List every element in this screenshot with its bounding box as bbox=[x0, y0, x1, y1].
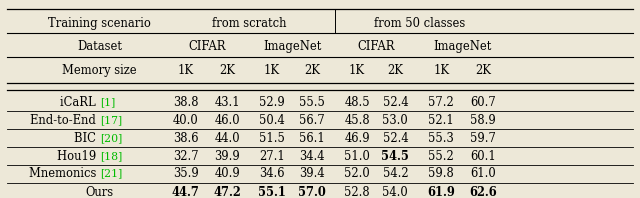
Text: End-to-End: End-to-End bbox=[30, 114, 100, 127]
Text: BIC: BIC bbox=[74, 132, 100, 145]
Text: 53.0: 53.0 bbox=[383, 114, 408, 127]
Text: 34.4: 34.4 bbox=[300, 150, 325, 163]
Text: 57.0: 57.0 bbox=[298, 186, 326, 198]
Text: iCaRL: iCaRL bbox=[60, 95, 100, 109]
Text: CIFAR: CIFAR bbox=[188, 40, 225, 53]
Text: 55.5: 55.5 bbox=[300, 95, 325, 109]
Text: 43.1: 43.1 bbox=[214, 95, 240, 109]
Text: Hou19: Hou19 bbox=[57, 150, 100, 163]
Text: Ours: Ours bbox=[86, 186, 114, 198]
Text: CIFAR: CIFAR bbox=[358, 40, 395, 53]
Text: [20]: [20] bbox=[100, 133, 122, 143]
Text: [17]: [17] bbox=[100, 115, 122, 125]
Text: 52.4: 52.4 bbox=[383, 132, 408, 145]
Text: 46.9: 46.9 bbox=[344, 132, 370, 145]
Text: 47.2: 47.2 bbox=[214, 186, 241, 198]
Text: Mnemonics: Mnemonics bbox=[29, 167, 100, 180]
Text: ImageNet: ImageNet bbox=[433, 40, 492, 53]
Text: from scratch: from scratch bbox=[212, 17, 286, 30]
Text: 48.5: 48.5 bbox=[344, 95, 370, 109]
Text: 52.8: 52.8 bbox=[344, 186, 370, 198]
Text: 45.8: 45.8 bbox=[344, 114, 370, 127]
Text: 56.7: 56.7 bbox=[300, 114, 325, 127]
Text: 61.0: 61.0 bbox=[470, 167, 496, 180]
Text: 52.4: 52.4 bbox=[383, 95, 408, 109]
Text: 55.1: 55.1 bbox=[258, 186, 286, 198]
Text: 1K: 1K bbox=[178, 64, 194, 77]
Text: 54.5: 54.5 bbox=[381, 150, 410, 163]
Text: 55.2: 55.2 bbox=[428, 150, 454, 163]
Text: 59.7: 59.7 bbox=[470, 132, 496, 145]
Text: 58.9: 58.9 bbox=[470, 114, 496, 127]
Text: Memory size: Memory size bbox=[62, 64, 137, 77]
Text: 56.1: 56.1 bbox=[300, 132, 325, 145]
Text: Training scenario: Training scenario bbox=[48, 17, 151, 30]
Text: 51.0: 51.0 bbox=[344, 150, 370, 163]
Text: 50.4: 50.4 bbox=[259, 114, 285, 127]
Text: 2K: 2K bbox=[387, 64, 403, 77]
Text: 1K: 1K bbox=[349, 64, 365, 77]
Text: [21]: [21] bbox=[100, 168, 122, 179]
Text: 51.5: 51.5 bbox=[259, 132, 285, 145]
Text: 61.9: 61.9 bbox=[428, 186, 455, 198]
Text: 46.0: 46.0 bbox=[214, 114, 240, 127]
Text: 57.2: 57.2 bbox=[428, 95, 454, 109]
Text: 52.1: 52.1 bbox=[428, 114, 454, 127]
Text: 27.1: 27.1 bbox=[259, 150, 285, 163]
Text: 32.7: 32.7 bbox=[173, 150, 198, 163]
Text: 40.0: 40.0 bbox=[173, 114, 199, 127]
Text: 40.9: 40.9 bbox=[214, 167, 240, 180]
Text: 60.7: 60.7 bbox=[470, 95, 496, 109]
Text: 2K: 2K bbox=[305, 64, 321, 77]
Text: from 50 classes: from 50 classes bbox=[374, 17, 465, 30]
Text: 52.9: 52.9 bbox=[259, 95, 285, 109]
Text: 1K: 1K bbox=[433, 64, 449, 77]
Text: 2K: 2K bbox=[475, 64, 491, 77]
Text: 62.6: 62.6 bbox=[469, 186, 497, 198]
Text: 35.9: 35.9 bbox=[173, 167, 199, 180]
Text: 38.8: 38.8 bbox=[173, 95, 198, 109]
Text: 39.4: 39.4 bbox=[300, 167, 325, 180]
Text: 1K: 1K bbox=[264, 64, 280, 77]
Text: 54.0: 54.0 bbox=[383, 186, 408, 198]
Text: 54.2: 54.2 bbox=[383, 167, 408, 180]
Text: 44.7: 44.7 bbox=[172, 186, 200, 198]
Text: 44.0: 44.0 bbox=[214, 132, 240, 145]
Text: 2K: 2K bbox=[220, 64, 236, 77]
Text: 55.3: 55.3 bbox=[428, 132, 454, 145]
Text: Dataset: Dataset bbox=[77, 40, 122, 53]
Text: 38.6: 38.6 bbox=[173, 132, 198, 145]
Text: ImageNet: ImageNet bbox=[263, 40, 321, 53]
Text: [1]: [1] bbox=[100, 97, 115, 107]
Text: 52.0: 52.0 bbox=[344, 167, 370, 180]
Text: 60.1: 60.1 bbox=[470, 150, 496, 163]
Text: [18]: [18] bbox=[100, 151, 122, 161]
Text: 39.9: 39.9 bbox=[214, 150, 240, 163]
Text: 59.8: 59.8 bbox=[428, 167, 454, 180]
Text: 34.6: 34.6 bbox=[259, 167, 285, 180]
